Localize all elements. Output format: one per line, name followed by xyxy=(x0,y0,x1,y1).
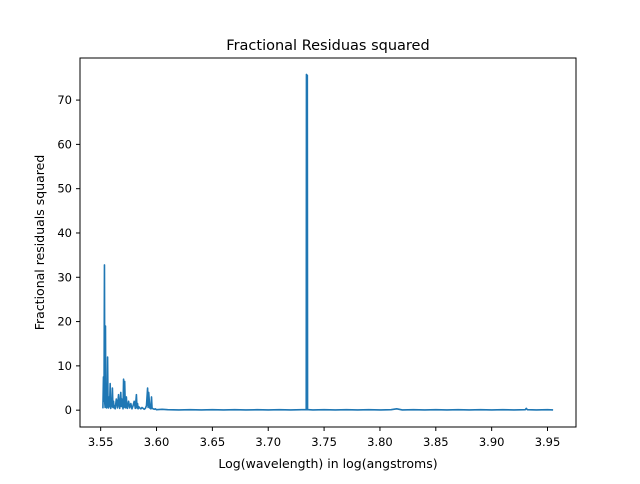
chart-title: Fractional Residuas squared xyxy=(226,38,429,54)
y-axis-label: Fractional residuals squared xyxy=(32,155,47,331)
x-tick-label: 3.85 xyxy=(423,435,449,449)
y-tick-label: 30 xyxy=(57,270,72,284)
y-tick-label: 10 xyxy=(57,359,72,373)
y-axis-ticks: 0 10 20 30 40 50 60 70 xyxy=(57,93,80,417)
y-tick-label: 0 xyxy=(65,403,72,417)
x-axis-ticks: 3.55 3.60 3.65 3.70 3.75 3.80 3.85 3.90 3.95 xyxy=(88,427,560,449)
x-tick-label: 3.60 xyxy=(144,435,170,449)
x-axis-label: Log(wavelength) in log(angstroms) xyxy=(218,456,437,471)
y-tick-label: 60 xyxy=(57,137,72,151)
x-tick-label: 3.75 xyxy=(311,435,337,449)
x-tick-label: 3.90 xyxy=(479,435,505,449)
y-tick-label: 40 xyxy=(57,226,72,240)
x-tick-label: 3.95 xyxy=(535,435,561,449)
series-line-0 xyxy=(102,73,554,411)
x-tick-label: 3.65 xyxy=(200,435,226,449)
x-tick-label: 3.80 xyxy=(367,435,393,449)
x-tick-label: 3.70 xyxy=(255,435,281,449)
axes-frame xyxy=(79,57,577,428)
y-tick-label: 50 xyxy=(57,182,72,196)
x-tick-label: 3.55 xyxy=(88,435,114,449)
y-tick-label: 70 xyxy=(57,93,72,107)
y-tick-label: 20 xyxy=(57,315,72,329)
plot-area xyxy=(102,73,554,411)
